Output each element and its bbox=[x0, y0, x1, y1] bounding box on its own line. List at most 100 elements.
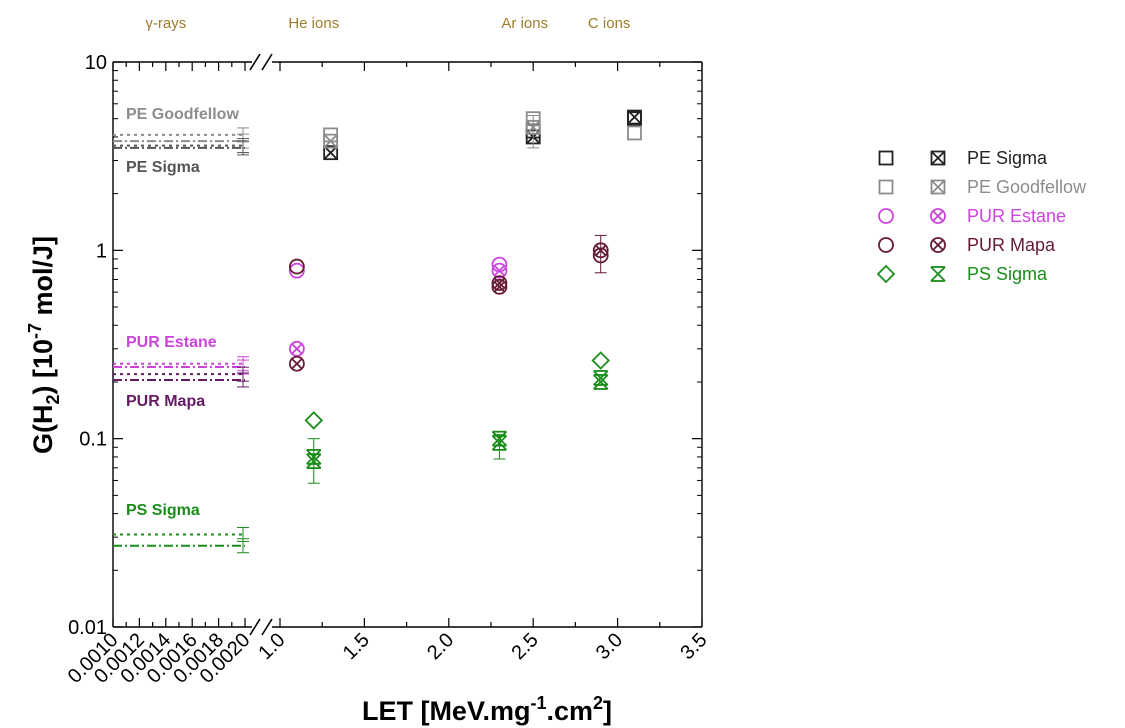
data-point-crossed bbox=[323, 133, 339, 149]
x-tick-label: 1.5 bbox=[339, 629, 374, 664]
gamma-reference-label: PS Sigma bbox=[126, 502, 200, 519]
series-pur-mapa bbox=[288, 242, 609, 372]
marker-square bbox=[878, 179, 894, 195]
data-point-open bbox=[304, 411, 324, 430]
marker-square bbox=[627, 109, 642, 125]
legend-entry: PUR Mapa bbox=[878, 235, 1056, 255]
point-error-bar bbox=[594, 234, 607, 274]
y-tick-label: 10 bbox=[85, 52, 107, 74]
legend-entry: PS Sigma bbox=[876, 264, 1048, 284]
gamma-reference-label: PE Goodfellow bbox=[126, 106, 239, 123]
legend-entry: PE Goodfellow bbox=[878, 177, 1087, 197]
axis-break-mark bbox=[249, 53, 261, 71]
legend-label: PUR Estane bbox=[967, 206, 1066, 226]
legend-marker-open bbox=[878, 179, 894, 195]
y-axis-title: G(H2) [10-7 mol/J] bbox=[25, 236, 63, 454]
data-point-crossed bbox=[491, 262, 508, 279]
marker-cross bbox=[627, 109, 642, 125]
legend-marker-open bbox=[878, 208, 894, 224]
legend-label: PE Goodfellow bbox=[967, 177, 1087, 197]
axis-break-mark bbox=[249, 618, 261, 636]
data-point-crossed bbox=[491, 278, 508, 295]
y-tick-label: 0.1 bbox=[79, 429, 107, 451]
gamma-reference-label: PE Sigma bbox=[126, 159, 200, 176]
marker-cross bbox=[493, 265, 506, 277]
gamma-reference-label: PUR Mapa bbox=[126, 393, 205, 410]
series-pur-estane bbox=[288, 256, 508, 357]
marker-circle bbox=[930, 237, 946, 253]
y-tick-label: 0.01 bbox=[68, 617, 107, 639]
data-point-crossed bbox=[288, 355, 305, 372]
radiation-label: Ar ions bbox=[501, 15, 548, 32]
marker-diamond bbox=[304, 411, 324, 430]
legend-label: PS Sigma bbox=[967, 264, 1048, 284]
marker-cross bbox=[930, 179, 946, 195]
data-point-crossed bbox=[593, 374, 609, 390]
x-tick-label: 2.0 bbox=[423, 629, 458, 664]
y-tick-label: 1 bbox=[96, 240, 107, 262]
legend-marker-crossed bbox=[930, 208, 946, 224]
x-tick-label: 3.5 bbox=[676, 629, 711, 664]
marker-cross bbox=[930, 266, 946, 282]
marker-circle bbox=[491, 275, 508, 291]
gamma-reference-lines: PE Goodfellow PE Sigma PUR Estane PUR Mapa P… bbox=[113, 106, 249, 554]
series-ps-sigma bbox=[304, 351, 610, 470]
series-pe-goodfellow bbox=[323, 111, 642, 149]
marker-circle bbox=[930, 208, 946, 224]
gamma-reference-label: PUR Estane bbox=[126, 334, 217, 351]
marker-cross bbox=[932, 210, 944, 222]
point-error-bar bbox=[307, 438, 320, 484]
x-tick-label: 2.5 bbox=[508, 629, 543, 664]
marker-cross bbox=[593, 370, 609, 386]
marker-square bbox=[323, 145, 339, 161]
axis-break-mark bbox=[261, 618, 273, 636]
marker-circle bbox=[491, 278, 508, 295]
radiation-label: He ions bbox=[288, 15, 339, 32]
axis-break-mark bbox=[261, 53, 273, 71]
legend-label: PE Sigma bbox=[967, 148, 1048, 168]
marker-cross bbox=[493, 281, 506, 293]
legend: PE Sigma PE Goodfellow PUR Estane PUR Mapa P… bbox=[876, 148, 1087, 284]
data-point-open bbox=[591, 351, 610, 370]
radiation-label: C ions bbox=[588, 15, 631, 32]
marker-square bbox=[930, 150, 946, 166]
legend-marker-crossed bbox=[930, 179, 946, 195]
marker-circle bbox=[288, 258, 305, 275]
marker-square bbox=[878, 150, 894, 166]
x-tick-label: 1.0 bbox=[254, 629, 289, 664]
legend-marker-open bbox=[878, 237, 894, 253]
marker-circle bbox=[288, 355, 305, 372]
data-point-open bbox=[288, 262, 305, 279]
data-points bbox=[288, 109, 642, 484]
marker-circle bbox=[288, 262, 305, 279]
marker-diamond bbox=[591, 351, 610, 370]
x-axis-title: LET [MeV.mg-1.cm2] bbox=[362, 693, 612, 726]
legend-marker-crossed bbox=[930, 237, 946, 253]
series-pe-sigma bbox=[323, 109, 642, 161]
marker-circle bbox=[878, 208, 894, 224]
marker-square bbox=[930, 179, 946, 195]
x-tick-label: 3.0 bbox=[592, 629, 627, 664]
data-point-crossed bbox=[593, 370, 609, 386]
marker-cross bbox=[323, 134, 338, 149]
marker-cross bbox=[932, 239, 944, 251]
marker-square bbox=[627, 125, 642, 141]
legend-marker-open bbox=[876, 264, 896, 284]
legend-entry: PE Sigma bbox=[878, 148, 1048, 168]
legend-marker-crossed bbox=[930, 266, 946, 282]
data-point-open bbox=[288, 258, 305, 275]
legend-label: PUR Mapa bbox=[967, 235, 1056, 255]
legend-marker-open bbox=[878, 150, 894, 166]
marker-circle bbox=[288, 340, 305, 357]
data-point-open bbox=[627, 125, 642, 141]
marker-diamond bbox=[876, 264, 896, 284]
axis-titles: G(H2) [10-7 mol/J] LET [MeV.mg-1.cm2] bbox=[25, 236, 612, 726]
legend-entry: PUR Estane bbox=[878, 206, 1066, 226]
marker-circle bbox=[878, 237, 894, 253]
point-error-bar bbox=[493, 434, 506, 460]
radiation-labels: γ-rays He ions Ar ions C ions bbox=[145, 15, 630, 32]
marker-cross bbox=[930, 150, 946, 166]
radiation-label: γ-rays bbox=[145, 15, 186, 32]
data-point-crossed bbox=[288, 340, 305, 357]
